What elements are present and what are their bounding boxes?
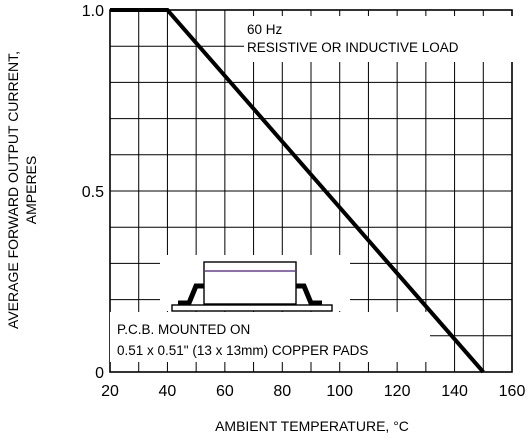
derating-curve — [110, 8, 485, 374]
y-axis-label-line2: AMPERES — [23, 156, 39, 224]
top-annotation-line2: RESISTIVE OR INDUCTIVE LOAD — [247, 40, 459, 55]
plot-frame — [109, 9, 513, 373]
x-tick-label: 20 — [101, 383, 119, 400]
y-tick-labels: 0 0.5 1.0 — [82, 3, 104, 382]
bottom-annotation-bg — [110, 312, 430, 362]
x-tick-label: 40 — [159, 383, 177, 400]
package-body — [203, 261, 297, 305]
x-tick-label: 140 — [441, 383, 468, 400]
x-tick-label: 60 — [216, 383, 234, 400]
x-tick-label: 80 — [273, 383, 291, 400]
bottom-annotation-line1: P.C.B. MOUNTED ON — [117, 322, 250, 337]
x-axis-label: AMBIENT TEMPERATURE, °C — [215, 418, 409, 434]
y-tick-label: 0 — [95, 365, 104, 382]
y-tick-label: 1.0 — [82, 3, 104, 20]
package-illustration — [171, 261, 333, 312]
top-annotation-line1: 60 Hz — [247, 22, 283, 37]
bottom-annotation-line2: 0.51 x 0.51" (13 x 13mm) COPPER PADS — [117, 343, 368, 358]
left-lead — [178, 283, 204, 306]
pcb-board — [171, 304, 333, 312]
x-tick-label: 120 — [384, 383, 411, 400]
y-axis-label: AVERAGE FORWARD OUTPUT CURRENT, AMPERES — [5, 51, 39, 329]
right-lead — [296, 283, 322, 306]
top-annotation-bg — [244, 16, 514, 62]
x-tick-labels: 20 40 60 80 100 120 140 160 — [101, 383, 525, 400]
y-tick-label: 0.5 — [82, 184, 104, 201]
y-axis-label-line1: AVERAGE FORWARD OUTPUT CURRENT, — [5, 51, 21, 329]
x-tick-label: 100 — [326, 383, 353, 400]
x-tick-label: 160 — [499, 383, 526, 400]
